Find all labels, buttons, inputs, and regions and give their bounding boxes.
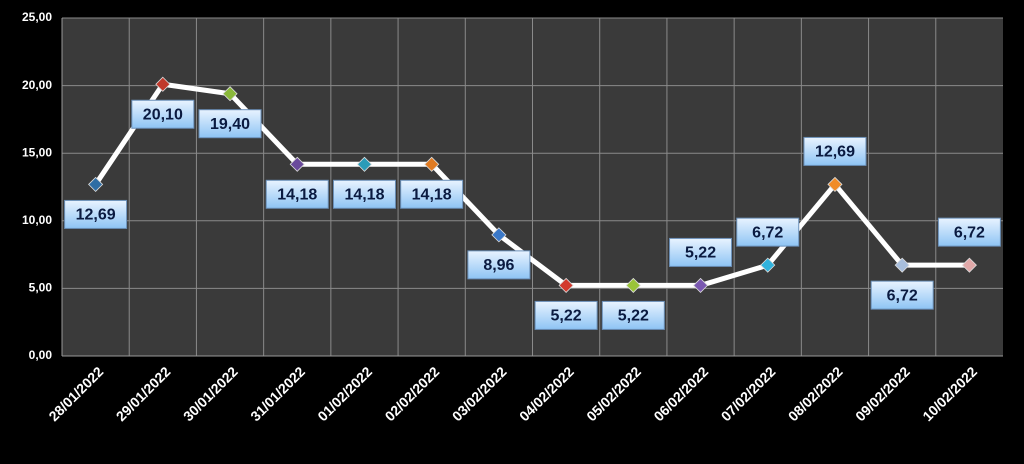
data-marker	[961, 257, 977, 273]
data-label-box	[400, 179, 464, 209]
data-marker	[827, 176, 843, 192]
y-tick-label: 10,00	[22, 213, 52, 227]
data-marker	[558, 277, 574, 293]
data-label-box	[332, 179, 396, 209]
data-label: 12,69	[815, 144, 855, 161]
data-label-box	[64, 199, 128, 229]
data-marker	[491, 227, 507, 243]
y-tick-label: 5,00	[29, 281, 53, 295]
data-label: 5,22	[618, 308, 649, 325]
data-marker	[424, 156, 440, 172]
data-label-box	[736, 217, 800, 247]
y-tick-label: 0,00	[29, 348, 53, 362]
data-label-box	[870, 280, 934, 310]
data-marker	[155, 76, 171, 92]
data-label-box	[601, 300, 665, 330]
data-label: 14,18	[277, 187, 317, 204]
data-label: 14,18	[344, 187, 384, 204]
data-label: 19,40	[210, 116, 250, 133]
data-marker	[692, 277, 709, 293]
data-label: 20,10	[143, 106, 183, 123]
data-marker	[894, 257, 910, 273]
y-tick-label: 15,00	[22, 145, 52, 159]
data-label-box	[131, 99, 195, 129]
data-marker	[88, 176, 104, 192]
y-tick-label: 20,00	[22, 78, 52, 92]
data-marker	[289, 156, 305, 172]
data-label: 14,18	[412, 187, 452, 204]
y-tick-label: 25,00	[22, 10, 52, 24]
data-label: 5,22	[685, 245, 716, 262]
data-label-box	[265, 179, 329, 209]
data-marker	[222, 86, 238, 102]
data-label-box	[937, 217, 1001, 247]
data-label: 8,96	[483, 257, 514, 274]
data-label: 6,72	[954, 224, 985, 241]
data-label-box	[803, 136, 867, 166]
data-line	[93, 81, 970, 288]
data-marker	[760, 257, 776, 273]
data-label: 6,72	[887, 287, 918, 304]
data-label: 5,22	[551, 308, 582, 325]
data-label: 12,69	[76, 207, 116, 224]
data-marker	[625, 277, 641, 293]
data-label-box	[467, 250, 531, 280]
data-label: 6,72	[752, 224, 783, 241]
data-label-box	[198, 109, 262, 139]
data-marker	[356, 156, 373, 172]
data-label-box	[669, 237, 733, 267]
data-label-box	[534, 300, 598, 330]
